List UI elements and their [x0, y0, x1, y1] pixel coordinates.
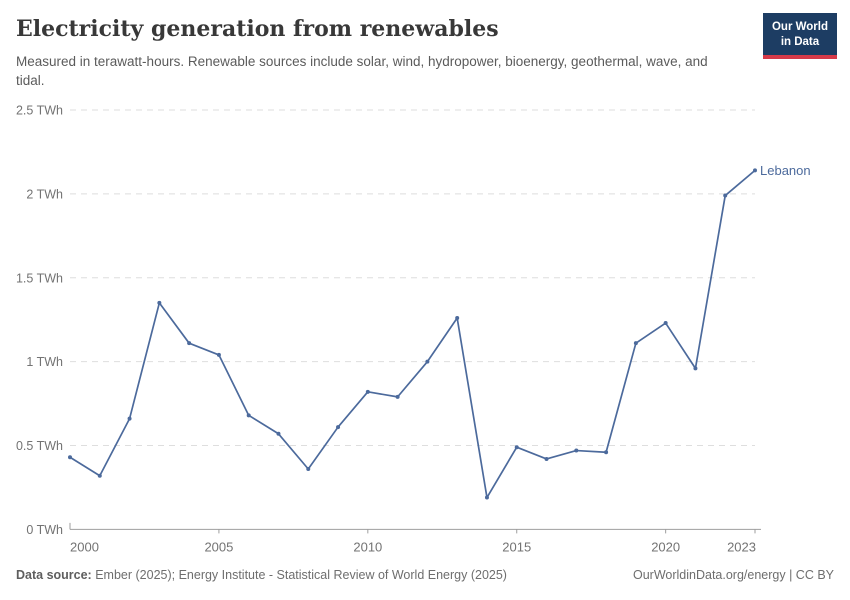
data-source-text: Ember (2025); Energy Institute - Statist…	[91, 568, 507, 582]
series-end-label[interactable]: Lebanon	[760, 163, 811, 178]
y-axis-tick-label: 1.5 TWh	[16, 271, 63, 285]
data-point-marker[interactable]	[68, 455, 72, 460]
data-point-marker[interactable]	[365, 389, 370, 394]
chart-subtitle: Measured in terawatt-hours. Renewable so…	[16, 54, 708, 88]
x-axis-tick-label: 2023	[727, 539, 756, 554]
data-point-marker[interactable]	[425, 359, 430, 364]
owid-logo[interactable]: Our World in Data	[762, 13, 837, 59]
x-axis-tick-label: 2020	[651, 539, 680, 554]
data-point-marker[interactable]	[514, 445, 519, 450]
data-point-marker[interactable]	[97, 473, 102, 478]
data-point-marker[interactable]	[187, 341, 192, 346]
y-axis-tick-label: 0 TWh	[26, 523, 63, 537]
data-point-marker[interactable]	[544, 456, 549, 461]
data-point-marker[interactable]	[216, 352, 221, 357]
data-point-marker[interactable]	[753, 168, 757, 173]
data-point-marker[interactable]	[276, 431, 281, 436]
x-axis-tick-label: 2005	[204, 539, 233, 554]
data-point-marker[interactable]	[693, 366, 698, 371]
data-point-marker[interactable]	[633, 341, 638, 346]
series-line[interactable]	[69, 169, 756, 499]
data-source-label: Data source:	[16, 568, 92, 582]
data-point-marker[interactable]	[723, 193, 728, 198]
data-point-marker[interactable]	[484, 495, 489, 500]
data-point-marker[interactable]	[395, 394, 400, 399]
data-point-marker[interactable]	[306, 467, 311, 472]
x-axis-tick-label: 2010	[353, 539, 382, 554]
owid-logo-line2: in Data	[780, 35, 820, 48]
y-axis-tick-label: 2 TWh	[26, 187, 63, 201]
chart-footer: Data source: Ember (2025); Energy Instit…	[0, 566, 850, 590]
y-axis-tick-label: 0.5 TWh	[16, 439, 63, 453]
data-point-marker[interactable]	[604, 450, 609, 455]
owid-logo-line1: Our World	[771, 21, 828, 33]
data-point-marker[interactable]	[127, 416, 132, 421]
data-point-marker[interactable]	[574, 448, 579, 453]
data-point-marker[interactable]	[663, 321, 668, 326]
data-source-note: Data source: Ember (2025); Energy Instit…	[16, 568, 507, 582]
y-axis-tick-label: 1 TWh	[26, 355, 63, 369]
owid-url-license[interactable]: OurWorldinData.org/energy | CC BY	[632, 568, 834, 582]
data-point-marker[interactable]	[246, 413, 251, 418]
data-point-marker[interactable]	[336, 425, 341, 430]
x-axis-tick-label: 2000	[70, 539, 99, 554]
chart-title: Electricity generation from renewables	[16, 16, 499, 42]
data-point-marker[interactable]	[455, 316, 460, 321]
x-axis-tick-label: 2015	[502, 539, 531, 554]
data-point-marker[interactable]	[157, 300, 162, 305]
y-axis-tick-label: 2.5 TWh	[16, 104, 63, 118]
